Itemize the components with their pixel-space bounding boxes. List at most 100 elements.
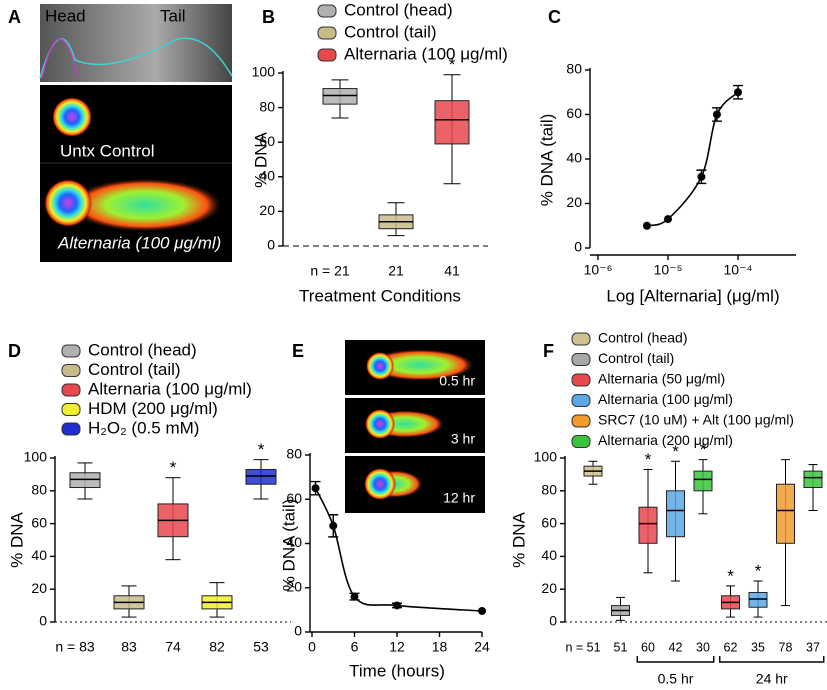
legend-label: Alternaria (200 μg/ml) [598, 432, 733, 448]
box [245, 468, 277, 485]
x-tick-label: 10⁻⁶ [584, 262, 613, 278]
y-axis-label: % DNA [7, 511, 26, 567]
legend-swatch [571, 394, 591, 407]
point [311, 484, 320, 493]
profile-image [40, 4, 232, 82]
legend-label: SRC7 (10 uM) + Alt (100 μg/ml) [598, 412, 794, 428]
head-label: Head [45, 6, 86, 25]
legend-swatch [61, 422, 81, 436]
panel: B % DNA Treatment Conditions 0 20 40 60 80 100 Co… [251, 0, 507, 305]
box [776, 483, 795, 544]
y-tick-label: 20 [286, 578, 302, 594]
x-tick-label: 21 [388, 263, 404, 279]
group-bracket [719, 656, 825, 663]
x-tick-label: 37 [806, 640, 820, 654]
panel-letter: F [543, 341, 554, 361]
point [329, 521, 338, 530]
inset-label: 12 hr [443, 490, 475, 506]
x-tick-label: n = 21 [310, 263, 350, 279]
box [666, 490, 685, 538]
legend-label: Control (head) [88, 340, 197, 359]
x-axis-label: Log [Alternaria] (μg/ml) [606, 286, 779, 305]
point [664, 215, 672, 224]
point [642, 221, 651, 230]
y-tick-label: 40 [566, 150, 582, 166]
y-axis-label: % DNA [251, 131, 270, 187]
legend-label: Alternaria (100 μg/ml) [344, 44, 508, 63]
group-label: 24 hr [756, 671, 788, 687]
y-tick-label: 60 [566, 105, 582, 121]
legend-swatch [571, 353, 591, 366]
y-axis-label: % DNA (tail) [537, 114, 556, 207]
legend-label: HDM (200 μg/ml) [88, 399, 218, 418]
point [712, 110, 721, 119]
y-tick-label: 40 [31, 547, 47, 563]
profile-curve [41, 38, 79, 79]
annotation: * [170, 458, 177, 477]
y-tick-label: 100 [24, 449, 48, 465]
y-tick-label: 20 [259, 202, 275, 218]
y-tick-label: 100 [252, 64, 276, 80]
tail-label: Tail [160, 6, 186, 25]
x-axis-label: Treatment Conditions [299, 286, 461, 305]
y-tick-label: 20 [541, 580, 557, 596]
comet-head [365, 409, 395, 439]
legend-swatch [317, 26, 337, 40]
legend-label: H₂O₂ (0.5 mM) [88, 418, 199, 437]
x-tick-label: 74 [165, 639, 181, 655]
box [638, 506, 658, 544]
y-tick-label: 0 [294, 623, 302, 639]
x-tick-label: 41 [444, 263, 460, 279]
y-tick-label: 80 [259, 98, 275, 114]
annotation: * [672, 442, 679, 461]
x-tick-label: 82 [209, 639, 225, 655]
box [322, 88, 358, 105]
x-tick-label: 35 [751, 640, 765, 654]
annotation: * [755, 561, 762, 580]
comet-head [52, 97, 92, 137]
group-bracket [636, 656, 715, 663]
x-tick-label: 78 [779, 640, 793, 654]
annotation: * [449, 55, 456, 74]
point [697, 172, 706, 181]
y-tick-label: 60 [259, 133, 275, 149]
panel: F % DNA 0 20 40 60 80 100 Control (head) Control … [509, 330, 827, 687]
point [478, 606, 486, 615]
y-tick-label: 80 [286, 446, 302, 462]
y-tick-label: 40 [286, 534, 302, 550]
legend-label: Control (head) [598, 330, 688, 346]
point [350, 592, 359, 601]
legend-label: Alternaria (100 μg/ml) [88, 379, 252, 398]
y-tick-label: 80 [31, 482, 47, 498]
legend-label: Control (tail) [344, 22, 437, 41]
legend-swatch [571, 435, 591, 448]
legend-label: Control (tail) [88, 360, 181, 379]
panel-letter: A [8, 7, 21, 27]
y-tick-label: 40 [541, 547, 557, 563]
inset-label: 0.5 hr [439, 373, 475, 389]
comet-tail [67, 178, 223, 232]
x-tick-label: 60 [641, 640, 655, 654]
y-axis-label: % DNA [509, 511, 528, 567]
y-tick-label: 0 [267, 237, 275, 253]
box [69, 472, 101, 489]
box [748, 591, 768, 608]
x-tick-label: 53 [253, 639, 269, 655]
x-tick-label: 12 [389, 639, 405, 655]
y-tick-label: 80 [566, 61, 582, 77]
x-tick-label: n = 83 [55, 639, 95, 655]
legend-label: Alternaria (100 μg/ml) [598, 391, 733, 407]
inset-label: 3 hr [451, 431, 475, 447]
y-tick-label: 60 [286, 490, 302, 506]
legend-swatch [317, 4, 337, 18]
legend-swatch [61, 364, 81, 377]
caption: Alternaria (100 μg/ml) [57, 233, 221, 252]
comet-tail [365, 349, 475, 381]
annotation: * [700, 440, 707, 459]
legend-swatch [571, 373, 591, 387]
legend-swatch [61, 383, 81, 397]
x-tick-label: n = 51 [565, 640, 600, 654]
x-tick-label: 10⁻⁴ [724, 262, 753, 278]
y-axis-label: % DNA (tail) [279, 499, 298, 592]
